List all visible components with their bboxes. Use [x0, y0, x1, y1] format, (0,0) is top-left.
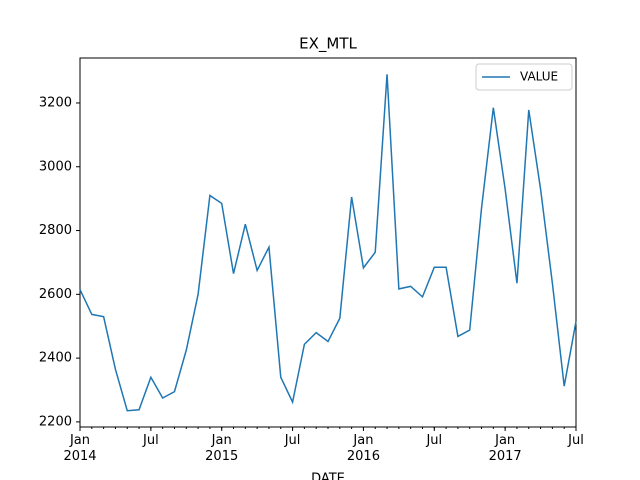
legend-box	[475, 63, 573, 91]
x-tick-label: Jul	[568, 433, 584, 448]
x-axis-label: DATE	[311, 472, 345, 480]
x-tick-label: Jan 2017	[488, 433, 522, 464]
x-tick-label: Jan 2014	[63, 433, 97, 464]
x-tick-label: Jul	[143, 433, 159, 448]
x-tick-label: Jan 2016	[346, 433, 380, 464]
line-series	[79, 74, 577, 412]
x-tick-label: Jan 2015	[205, 433, 239, 464]
legend-label: VALUE	[520, 70, 558, 84]
y-tick-label: 2800	[39, 223, 72, 238]
y-tick-label: 3200	[39, 95, 72, 110]
x-tick-label: Jul	[284, 433, 301, 448]
plot-frame	[79, 57, 577, 428]
chart-title: EX_MTL	[299, 35, 357, 54]
y-tick-label: 2600	[39, 287, 72, 302]
y-tick-label: 2400	[39, 351, 72, 366]
y-tick-label: 2200	[39, 414, 72, 429]
y-tick-label: 3000	[39, 159, 72, 174]
x-tick-label: Jul	[426, 433, 443, 448]
